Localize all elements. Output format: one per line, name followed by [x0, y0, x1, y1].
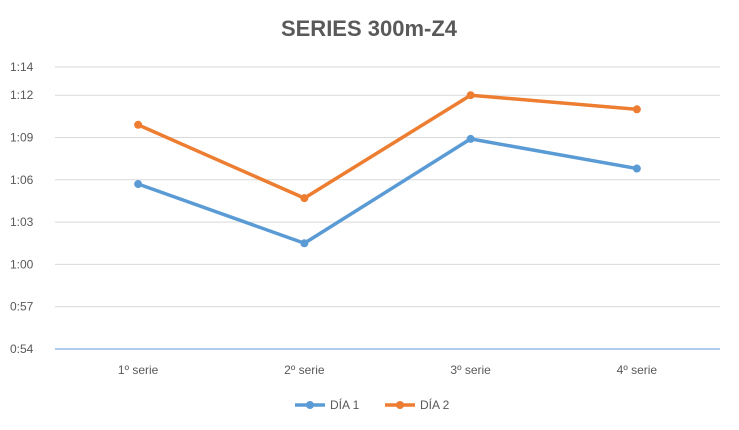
y-tick-label: 1:03: [10, 215, 34, 229]
x-axis-ticks: 1º serie 2º serie 3º serie 4º serie: [118, 363, 657, 377]
y-tick-label: 1:09: [10, 131, 34, 145]
x-tick-label: 1º serie: [118, 363, 159, 377]
x-tick-label: 4º serie: [617, 363, 658, 377]
legend-item: DÍA 2: [385, 397, 450, 412]
y-tick-label: 1:14: [10, 60, 34, 74]
legend: DÍA 1 DÍA 2: [295, 397, 450, 412]
data-point: [466, 134, 475, 143]
legend-item: DÍA 1: [295, 397, 360, 412]
y-axis-ticks: 0:54 0:57 1:00 1:03 1:06 1:09 1:12 1:14: [10, 60, 34, 356]
y-tick-label: 0:54: [10, 342, 34, 356]
data-point: [466, 91, 475, 100]
data-point: [300, 194, 309, 203]
legend-label: DÍA 1: [330, 397, 360, 412]
legend-marker: [396, 401, 404, 409]
series-line: [136, 93, 639, 200]
y-tick-label: 1:00: [10, 257, 34, 271]
x-tick-label: 2º serie: [284, 363, 325, 377]
y-tick-label: 1:06: [10, 173, 34, 187]
y-tick-label: 1:12: [10, 88, 34, 102]
legend-label: DÍA 2: [420, 397, 450, 412]
x-tick-label: 3º serie: [450, 363, 491, 377]
data-point: [632, 105, 641, 114]
series-lines: [134, 91, 641, 248]
series-line: [136, 137, 639, 245]
legend-marker: [306, 401, 314, 409]
data-point: [632, 164, 641, 173]
data-point: [134, 180, 143, 189]
chart-title: SERIES 300m-Z4: [281, 16, 458, 41]
data-point: [300, 239, 309, 248]
y-tick-label: 0:57: [10, 300, 34, 314]
data-point: [134, 120, 143, 129]
